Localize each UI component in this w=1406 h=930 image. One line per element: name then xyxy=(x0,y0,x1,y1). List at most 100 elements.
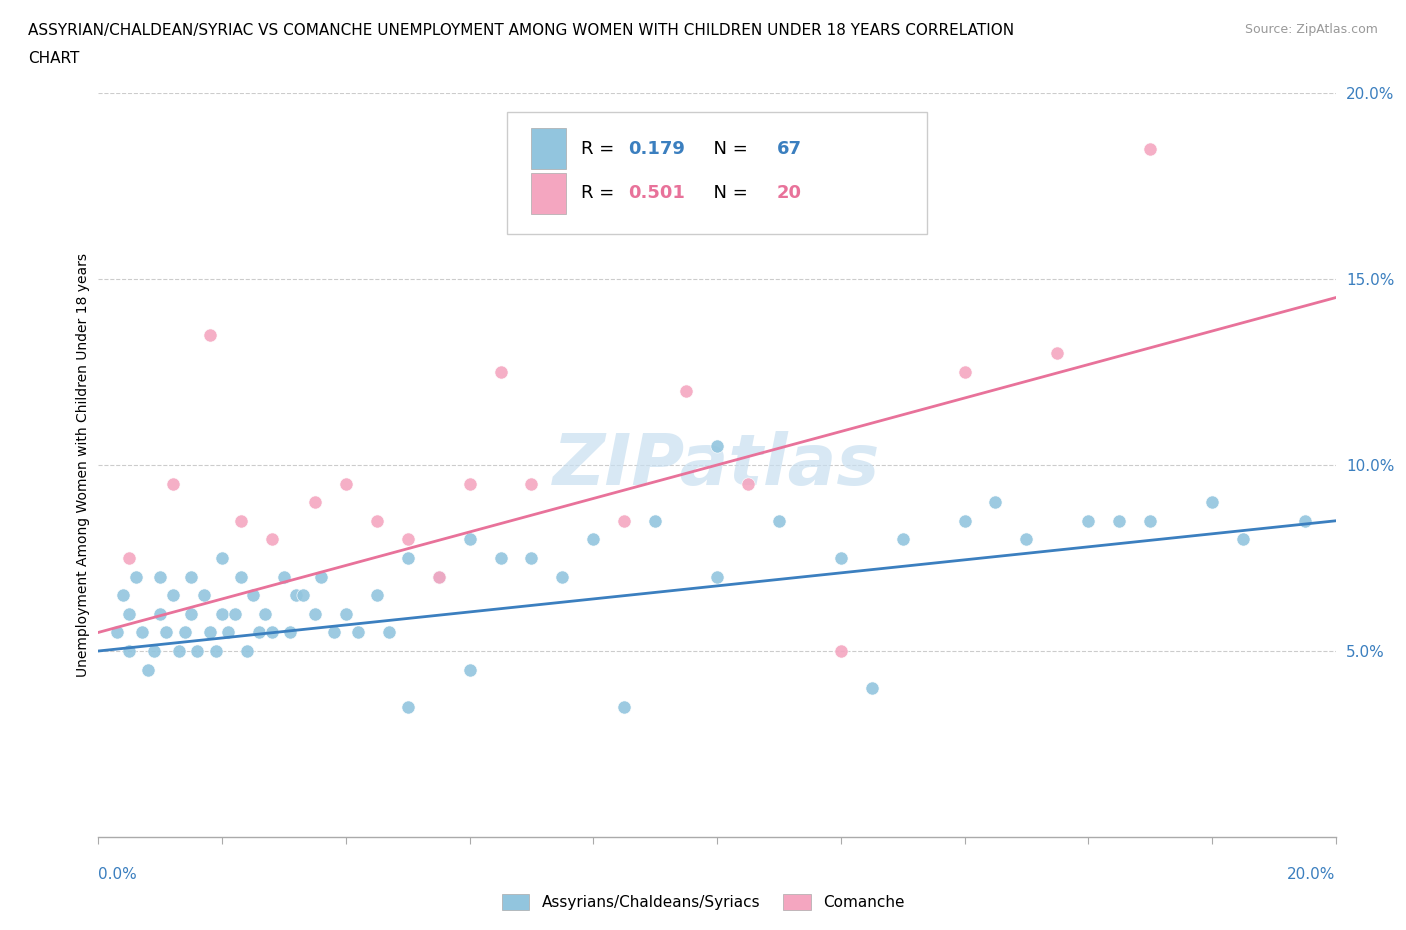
Point xyxy=(378,625,401,640)
Text: 0.179: 0.179 xyxy=(628,140,685,158)
Point xyxy=(131,625,153,640)
Point xyxy=(953,513,976,528)
FancyBboxPatch shape xyxy=(531,128,567,169)
Point xyxy=(737,476,759,491)
Point xyxy=(366,588,388,603)
Point xyxy=(174,625,197,640)
Text: 20.0%: 20.0% xyxy=(1288,867,1336,882)
Point xyxy=(396,551,419,565)
Point xyxy=(366,513,388,528)
Point xyxy=(1139,141,1161,156)
Text: 0.0%: 0.0% xyxy=(98,867,138,882)
Point xyxy=(278,625,301,640)
Point xyxy=(162,476,184,491)
Point xyxy=(335,606,357,621)
Text: N =: N = xyxy=(702,184,754,203)
Point xyxy=(458,662,481,677)
Point xyxy=(273,569,295,584)
Point xyxy=(347,625,370,640)
Point xyxy=(260,625,283,640)
Text: 67: 67 xyxy=(776,140,801,158)
Point xyxy=(242,588,264,603)
Point xyxy=(118,551,141,565)
Point xyxy=(458,532,481,547)
Point xyxy=(260,532,283,547)
Point xyxy=(427,569,450,584)
Point xyxy=(143,644,166,658)
Text: 0.501: 0.501 xyxy=(628,184,685,203)
Point xyxy=(520,476,543,491)
FancyBboxPatch shape xyxy=(506,112,928,234)
Point xyxy=(706,439,728,454)
Point xyxy=(198,625,221,640)
Point xyxy=(136,662,159,677)
Point xyxy=(186,644,208,658)
Point xyxy=(953,365,976,379)
Point xyxy=(458,476,481,491)
Text: Source: ZipAtlas.com: Source: ZipAtlas.com xyxy=(1244,23,1378,36)
Point xyxy=(247,625,270,640)
Text: N =: N = xyxy=(702,140,754,158)
Point xyxy=(644,513,666,528)
Point xyxy=(860,681,883,696)
Point xyxy=(162,588,184,603)
Point xyxy=(211,551,233,565)
Point xyxy=(1108,513,1130,528)
Point xyxy=(236,644,259,658)
Point xyxy=(304,606,326,621)
Point xyxy=(118,644,141,658)
Point xyxy=(613,699,636,714)
Point xyxy=(198,327,221,342)
Point xyxy=(489,365,512,379)
Point xyxy=(180,569,202,584)
Point xyxy=(706,569,728,584)
Point xyxy=(830,644,852,658)
Text: 20: 20 xyxy=(776,184,801,203)
Point xyxy=(224,606,246,621)
Point xyxy=(984,495,1007,510)
Legend: Assyrians/Chaldeans/Syriacs, Comanche: Assyrians/Chaldeans/Syriacs, Comanche xyxy=(494,886,912,918)
Text: ASSYRIAN/CHALDEAN/SYRIAC VS COMANCHE UNEMPLOYMENT AMONG WOMEN WITH CHILDREN UNDE: ASSYRIAN/CHALDEAN/SYRIAC VS COMANCHE UNE… xyxy=(28,23,1014,38)
Point xyxy=(118,606,141,621)
Point xyxy=(322,625,344,640)
Point xyxy=(285,588,308,603)
Text: CHART: CHART xyxy=(28,51,80,66)
Text: ZIPatlas: ZIPatlas xyxy=(554,431,880,499)
Point xyxy=(582,532,605,547)
Y-axis label: Unemployment Among Women with Children Under 18 years: Unemployment Among Women with Children U… xyxy=(76,253,90,677)
Point xyxy=(396,532,419,547)
Point xyxy=(205,644,228,658)
Point xyxy=(1201,495,1223,510)
Point xyxy=(105,625,128,640)
Text: R =: R = xyxy=(581,140,620,158)
Point xyxy=(1139,513,1161,528)
Point xyxy=(1046,346,1069,361)
Point xyxy=(520,551,543,565)
Point xyxy=(309,569,332,584)
Point xyxy=(304,495,326,510)
Point xyxy=(149,606,172,621)
FancyBboxPatch shape xyxy=(531,173,567,214)
Point xyxy=(768,513,790,528)
Point xyxy=(211,606,233,621)
Point xyxy=(396,699,419,714)
Point xyxy=(489,551,512,565)
Point xyxy=(830,551,852,565)
Text: R =: R = xyxy=(581,184,620,203)
Point xyxy=(613,513,636,528)
Point xyxy=(112,588,135,603)
Point xyxy=(427,569,450,584)
Point xyxy=(1015,532,1038,547)
Point xyxy=(180,606,202,621)
Point xyxy=(167,644,190,658)
Point xyxy=(335,476,357,491)
Point xyxy=(217,625,239,640)
Point xyxy=(675,383,697,398)
Point xyxy=(155,625,177,640)
Point xyxy=(229,569,252,584)
Point xyxy=(124,569,146,584)
Point xyxy=(1077,513,1099,528)
Point xyxy=(551,569,574,584)
Point xyxy=(254,606,277,621)
Point xyxy=(193,588,215,603)
